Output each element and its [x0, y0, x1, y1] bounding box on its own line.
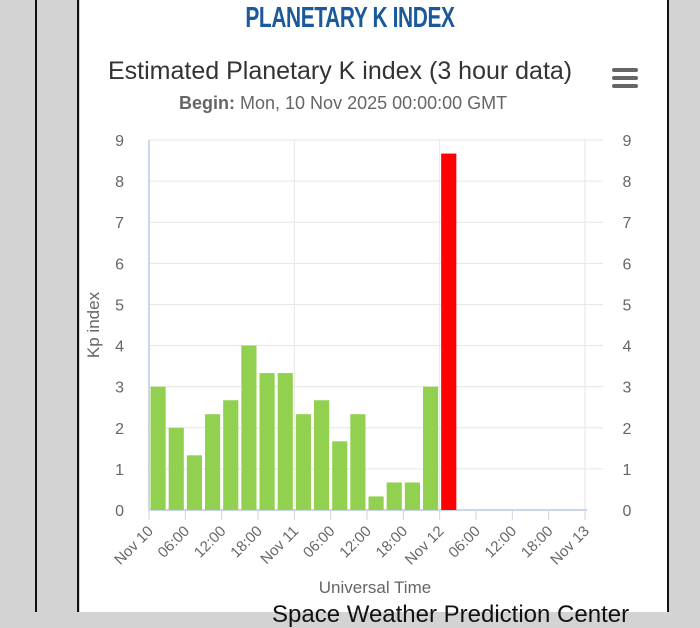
- y-axis-title: Kp index: [84, 291, 103, 358]
- x-tick-label: Nov 10: [111, 523, 157, 569]
- page-title: PLANETARY K INDEX: [245, 2, 455, 34]
- kp-bar: [423, 386, 439, 510]
- y-tick-label-left: 4: [115, 339, 124, 356]
- kp-bar: [332, 441, 348, 510]
- y-tick-label-left: 0: [115, 503, 124, 520]
- x-tick-label: 12:00: [191, 523, 230, 562]
- y-tick-label-right: 1: [623, 462, 632, 479]
- y-tick-label-right: 0: [623, 503, 632, 520]
- x-tick-label: 06:00: [155, 523, 194, 562]
- y-tick-label-left: 3: [115, 380, 124, 397]
- x-tick-label: 12:00: [336, 523, 375, 562]
- y-tick-label-right: 3: [623, 380, 632, 397]
- kp-bar: [259, 373, 275, 510]
- kp-bar: [350, 414, 366, 510]
- y-tick-label-right: 2: [623, 421, 632, 438]
- y-tick-label-left: 7: [115, 215, 124, 232]
- kp-bar: [223, 400, 239, 510]
- y-tick-label-left: 8: [115, 174, 124, 191]
- left-frame-line-inner: [77, 0, 79, 612]
- y-tick-label-left: 2: [115, 421, 124, 438]
- y-tick-label-left: 6: [115, 256, 124, 273]
- y-tick-label-left: 1: [115, 462, 124, 479]
- y-tick-label-right: 9: [623, 133, 632, 150]
- kp-bar: [386, 482, 402, 510]
- chart-title: Estimated Planetary K index (3 hour data…: [108, 57, 573, 85]
- kp-bar: [168, 427, 184, 510]
- y-tick-label-right: 5: [623, 297, 632, 314]
- chart-subtitle: Begin: Mon, 10 Nov 2025 00:00:00 GMT: [179, 93, 507, 114]
- x-tick-label: 06:00: [300, 523, 339, 562]
- kp-bar: [186, 455, 202, 510]
- right-frame-line: [667, 0, 669, 612]
- subtitle-label: Begin:: [179, 93, 235, 113]
- kp-bar: [205, 414, 221, 510]
- x-tick-label: 06:00: [445, 523, 484, 562]
- x-tick-label: 12:00: [482, 523, 521, 562]
- y-tick-label-right: 7: [623, 215, 632, 232]
- x-tick-label: Nov 11: [257, 523, 302, 568]
- y-tick-label-right: 4: [623, 339, 632, 356]
- footer-text: Space Weather Prediction Center: [272, 601, 630, 628]
- left-frame-line: [35, 0, 37, 612]
- y-tick-label-left: 5: [115, 297, 124, 314]
- kp-bar: [404, 482, 420, 510]
- x-axis-title: Universal Time: [319, 578, 431, 597]
- kp-bar: [277, 373, 293, 510]
- y-tick-label-left: 9: [115, 133, 124, 150]
- y-tick-label-right: 8: [623, 174, 632, 191]
- kp-bar: [441, 153, 457, 511]
- kp-bar: [368, 496, 384, 510]
- x-tick-label: Nov 12: [402, 523, 448, 569]
- kp-bar: [295, 414, 311, 510]
- kp-bar: [314, 400, 330, 510]
- subtitle-value: Mon, 10 Nov 2025 00:00:00 GMT: [240, 93, 508, 113]
- kp-bar: [150, 386, 166, 510]
- hamburger-icon[interactable]: [612, 68, 638, 90]
- y-tick-label-right: 6: [623, 256, 632, 273]
- x-tick-label: Nov 13: [547, 523, 593, 569]
- kp-bar: [241, 345, 257, 510]
